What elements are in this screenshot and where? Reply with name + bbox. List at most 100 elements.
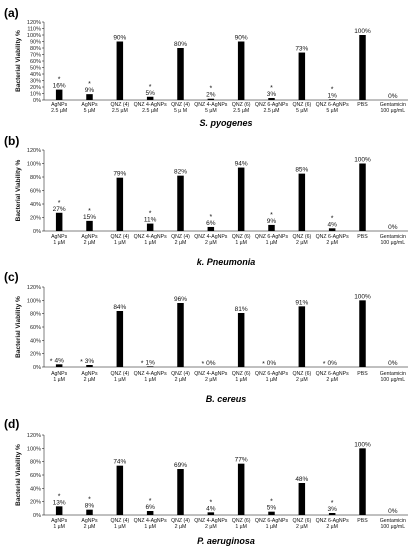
y-tick-label: 90%: [30, 40, 41, 46]
bar: [207, 226, 215, 231]
category-label: AgNPs: [51, 102, 68, 108]
bar: [146, 511, 154, 515]
category-sublabel: 1 µM: [53, 377, 65, 383]
category-sublabel: 2.5 µM: [264, 108, 280, 114]
bar: [328, 99, 336, 100]
panel-label: (b): [4, 134, 19, 148]
bar: [116, 41, 124, 100]
category-label: QNZ (6): [232, 102, 251, 108]
category-label: QNZ (4): [110, 371, 129, 377]
significance-mark: *: [58, 493, 61, 500]
category-label: QNZ 6-AgNPs: [255, 371, 289, 377]
data-label: 69%: [174, 462, 187, 469]
category-sublabel: 1 µM: [266, 524, 278, 530]
y-tick-label: 40%: [30, 72, 41, 78]
category-label: QNZ (6): [292, 234, 311, 240]
category-sublabel: 1 µM: [235, 524, 247, 530]
data-label: 2%: [206, 92, 216, 99]
y-tick-label: 60%: [30, 189, 41, 195]
data-label: 94%: [235, 161, 248, 168]
category-label: QNZ (6): [292, 518, 311, 524]
y-tick-label: 120%: [27, 148, 41, 154]
category-sublabel: 1 µM: [235, 377, 247, 383]
bar: [268, 224, 275, 231]
category-sublabel: 5 µ M: [174, 108, 187, 114]
category-sublabel: 1 µM: [53, 240, 65, 246]
y-tick-label: 60%: [30, 325, 41, 331]
category-sublabel: 2 µM: [205, 240, 217, 246]
category-label: QNZ (6): [292, 102, 311, 108]
category-sublabel: 5 µM: [84, 108, 96, 114]
data-label: 81%: [235, 306, 248, 313]
significance-mark: *: [88, 497, 91, 504]
category-label: PBS: [357, 371, 368, 377]
bar: [177, 175, 184, 231]
data-label: 0%: [388, 508, 398, 515]
category-sublabel: 2 µM: [326, 240, 338, 246]
data-label: 11%: [144, 217, 157, 224]
category-label: QNZ 4-AgNPs: [194, 371, 228, 377]
data-label: 0%: [206, 360, 216, 367]
data-label: 3%: [267, 91, 277, 98]
significance-mark: *: [331, 86, 334, 93]
category-label: Gentamicin: [380, 371, 406, 377]
y-tick-label: 100%: [27, 446, 41, 452]
data-label: 48%: [295, 476, 308, 483]
significance-mark: *: [88, 81, 91, 88]
data-label: 4%: [206, 505, 216, 512]
data-label: 96%: [174, 296, 187, 303]
category-label: QNZ (4): [171, 102, 190, 108]
category-sublabel: 2.5 µM: [51, 108, 67, 114]
category-label: QNZ 6-AgNPs: [255, 102, 289, 108]
significance-mark: *: [201, 361, 204, 368]
y-tick-label: 40%: [30, 338, 41, 344]
significance-mark: *: [209, 499, 212, 506]
category-sublabel: 1 µM: [266, 240, 278, 246]
data-label: 1%: [327, 92, 337, 99]
data-label: 91%: [295, 299, 308, 306]
data-label: 9%: [267, 218, 277, 225]
bar: [55, 364, 63, 367]
category-sublabel: 2.5 µM: [112, 108, 128, 114]
significance-mark: *: [323, 361, 326, 368]
bar: [328, 513, 336, 515]
data-label: 5%: [145, 90, 155, 97]
y-tick-label: 0%: [33, 229, 41, 235]
category-label: QNZ 6-AgNPs: [255, 234, 289, 240]
data-label: 80%: [174, 41, 187, 48]
category-label: AgNPs: [51, 518, 68, 524]
data-label: 0%: [267, 360, 277, 367]
data-label: 4%: [54, 357, 64, 364]
bar: [146, 223, 154, 231]
category-label: Gentamicin: [380, 234, 406, 240]
y-tick-label: 30%: [30, 79, 41, 85]
x-axis-label: S. pyogenes: [199, 118, 252, 128]
category-sublabel: 2 µM: [84, 377, 96, 383]
category-label: QNZ 6-AgNPs: [316, 371, 350, 377]
category-sublabel: 2 µM: [175, 524, 187, 530]
bar: [177, 48, 184, 100]
bar: [86, 220, 93, 231]
data-label: 84%: [113, 304, 126, 311]
y-tick-label: 120%: [27, 285, 41, 291]
data-label: 6%: [145, 504, 155, 511]
category-label: PBS: [357, 102, 368, 108]
category-label: QNZ (4): [110, 518, 129, 524]
category-sublabel: 2.5 µM: [142, 108, 158, 114]
data-label: 16%: [53, 83, 66, 90]
data-label: 0%: [388, 224, 398, 231]
panel-label: (a): [4, 6, 19, 20]
y-tick-label: 80%: [30, 175, 41, 181]
category-label: QNZ 4-AgNPs: [194, 234, 228, 240]
data-label: 73%: [295, 46, 308, 53]
y-tick-label: 110%: [27, 27, 41, 33]
significance-mark: *: [209, 214, 212, 221]
data-label: 27%: [53, 206, 66, 213]
bar: [237, 463, 245, 515]
y-tick-label: 40%: [30, 486, 41, 492]
bar: [237, 313, 245, 367]
data-label: 90%: [113, 35, 126, 42]
category-sublabel: 1 µM: [235, 240, 247, 246]
category-label: QNZ (4): [171, 371, 190, 377]
